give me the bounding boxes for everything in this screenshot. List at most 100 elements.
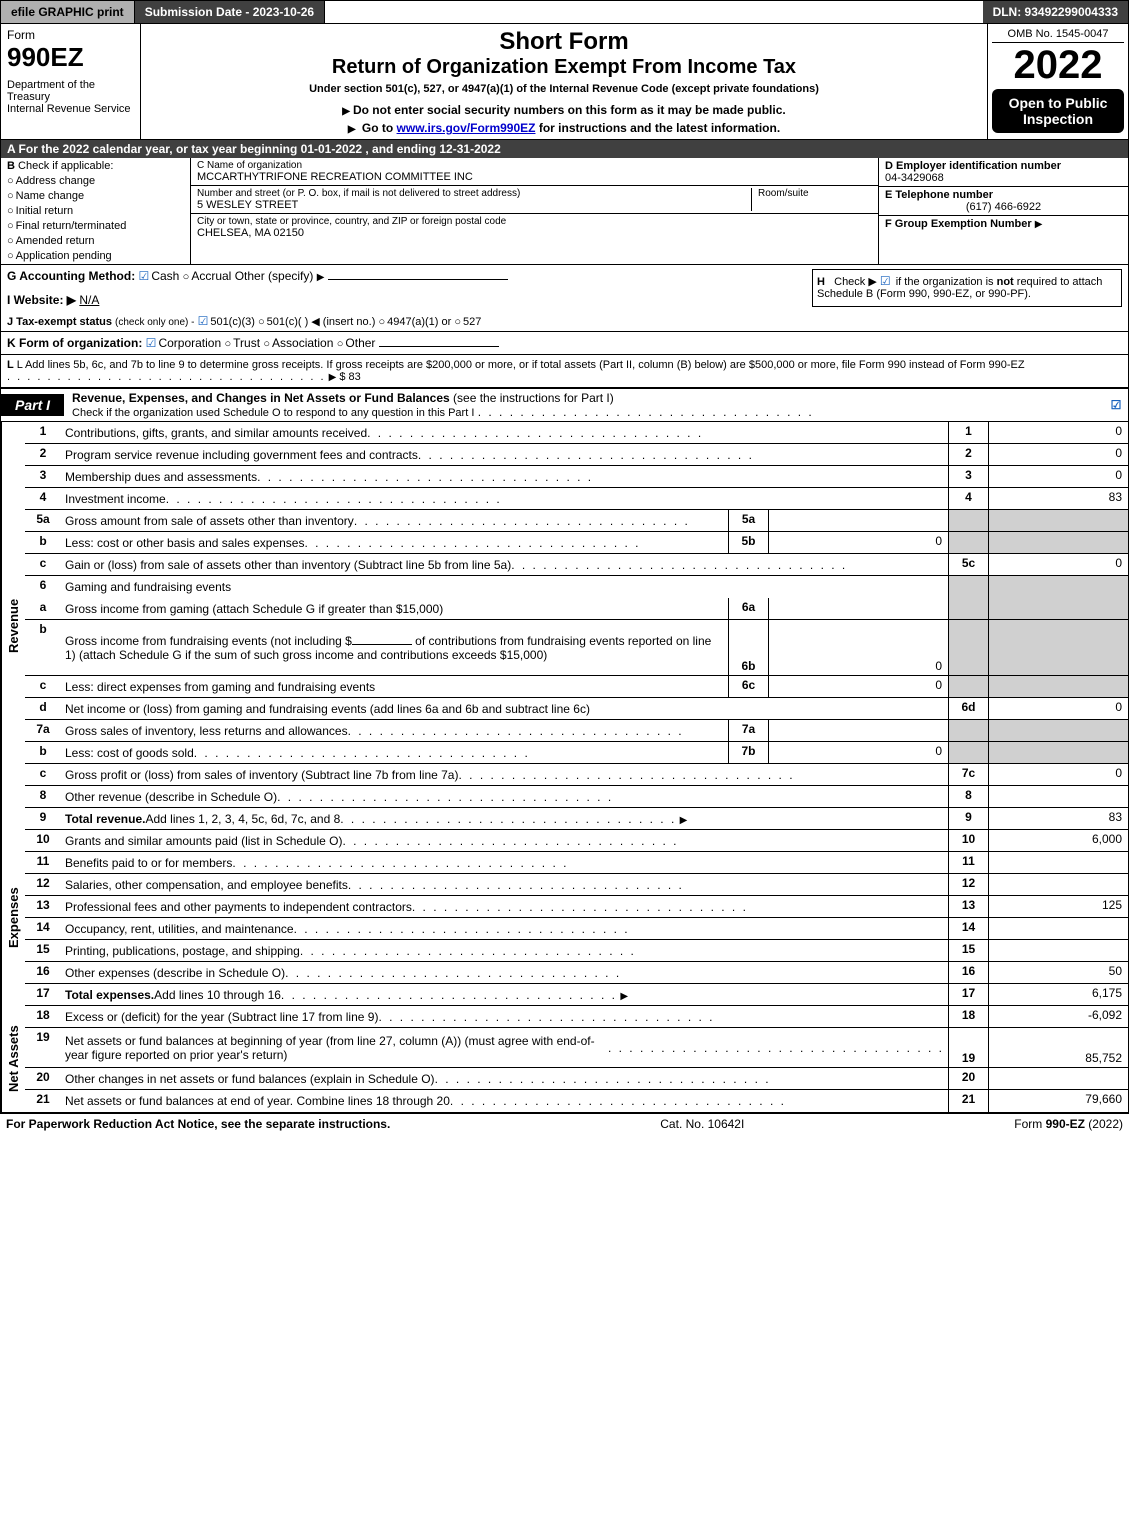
telephone-value: (617) 466-6922 <box>885 201 1122 213</box>
501c3-checkbox[interactable]: 501(c)(3) <box>198 316 255 328</box>
line-num: 13 <box>25 896 61 917</box>
line-desc: Less: direct expenses from gaming and fu… <box>65 680 375 694</box>
line-desc: Occupancy, rent, utilities, and maintena… <box>65 922 294 936</box>
address-change-checkbox[interactable]: Address change <box>7 175 184 187</box>
line-ref: 9 <box>948 808 988 829</box>
ein-value: 04-3429068 <box>885 172 1122 184</box>
line-value: 83 <box>988 488 1128 509</box>
part-i-check-line: Check if the organization used Schedule … <box>72 407 474 419</box>
line-desc: Other revenue (describe in Schedule O) <box>65 790 277 804</box>
other-specify-input[interactable] <box>328 279 508 280</box>
goto-post: for instructions and the latest informat… <box>535 121 780 135</box>
line-num: 2 <box>25 444 61 465</box>
part-i-schedule-o-checkbox[interactable] <box>1106 398 1128 412</box>
accrual-checkbox[interactable]: Accrual <box>183 269 232 283</box>
department-label: Department of the Treasury Internal Reve… <box>7 79 134 115</box>
line-4: 4 Investment income 4 83 <box>25 488 1128 510</box>
line-value <box>988 874 1128 895</box>
h-box: H Check ▶ if the organization is not req… <box>812 269 1122 307</box>
h-checkbox[interactable] <box>880 276 893 288</box>
line-20: 20 Other changes in net assets or fund b… <box>25 1068 1128 1090</box>
4947-checkbox[interactable]: 4947(a)(1) or <box>378 316 451 328</box>
submission-date-button[interactable]: Submission Date - 2023-10-26 <box>135 1 325 23</box>
line-ref: 18 <box>948 1006 988 1027</box>
line-ref: 8 <box>948 786 988 807</box>
city-value: CHELSEA, MA 02150 <box>197 227 872 239</box>
form-ref-post: (2022) <box>1085 1117 1123 1131</box>
group-exemption-row: F Group Exemption Number <box>879 216 1128 232</box>
line-18: 18 Excess or (deficit) for the year (Sub… <box>25 1006 1128 1028</box>
amended-return-checkbox[interactable]: Amended return <box>7 235 184 247</box>
shaded-cell <box>948 676 988 697</box>
dln-label: DLN: 93492299004333 <box>983 1 1128 23</box>
b-label: B <box>7 160 15 172</box>
line-desc: Gross income from gaming (attach Schedul… <box>65 602 443 616</box>
shaded-cell <box>988 576 1128 598</box>
cash-checkbox[interactable]: Cash <box>139 269 180 283</box>
other-specify: Other (specify) <box>235 269 314 283</box>
arrow-icon <box>317 269 325 283</box>
line-value: 0 <box>988 444 1128 465</box>
corporation-checkbox[interactable]: Corporation <box>146 336 221 350</box>
line-num: 7a <box>25 720 61 741</box>
line-desc: Less: cost of goods sold <box>65 746 194 760</box>
501c-checkbox[interactable]: 501(c)( ) ◀ (insert no.) <box>258 316 375 328</box>
line-5a: 5a Gross amount from sale of assets othe… <box>25 510 1128 532</box>
line-7a: 7a Gross sales of inventory, less return… <box>25 720 1128 742</box>
shaded-cell <box>988 510 1128 531</box>
line-ref: 3 <box>948 466 988 487</box>
line-num: 18 <box>25 1006 61 1027</box>
line-desc: Add lines 10 through 16 <box>154 988 281 1002</box>
name-change-checkbox[interactable]: Name change <box>7 190 184 202</box>
footer: For Paperwork Reduction Act Notice, see … <box>0 1113 1129 1134</box>
line-7c: c Gross profit or (loss) from sales of i… <box>25 764 1128 786</box>
revenue-section: Revenue 1 Contributions, gifts, grants, … <box>0 422 1129 830</box>
line-num: 15 <box>25 940 61 961</box>
row-g-h: G Accounting Method: Cash Accrual Other … <box>1 265 1128 311</box>
line-desc: Professional fees and other payments to … <box>65 900 412 914</box>
line-desc: Other changes in net assets or fund bala… <box>65 1072 435 1086</box>
6b-amount-input[interactable] <box>352 644 412 645</box>
part-i-title: Revenue, Expenses, and Changes in Net As… <box>64 389 1106 421</box>
line-desc: Gaming and fundraising events <box>65 580 231 594</box>
line-num: c <box>25 764 61 785</box>
line-value <box>988 940 1128 961</box>
part-i-title-rest: (see the instructions for Part I) <box>450 391 614 405</box>
line-desc-bold: Total revenue. <box>65 812 145 826</box>
line-desc: Printing, publications, postage, and shi… <box>65 944 300 958</box>
section-b-through-f: B Check if applicable: Address change Na… <box>0 158 1129 265</box>
line-10: 10 Grants and similar amounts paid (list… <box>25 830 1128 852</box>
line-11: 11 Benefits paid to or for members 11 <box>25 852 1128 874</box>
line-num: 16 <box>25 962 61 983</box>
initial-return-checkbox[interactable]: Initial return <box>7 205 184 217</box>
line-num: b <box>25 742 61 763</box>
efile-print-button[interactable]: efile GRAPHIC print <box>1 1 135 23</box>
527-checkbox[interactable]: 527 <box>454 316 481 328</box>
line-ref: 13 <box>948 896 988 917</box>
expenses-section: Expenses 10 Grants and similar amounts p… <box>0 830 1129 1006</box>
irs-link[interactable]: www.irs.gov/Form990EZ <box>397 121 536 135</box>
line-num: b <box>25 620 61 675</box>
line-value: 79,660 <box>988 1090 1128 1112</box>
shaded-cell <box>988 742 1128 763</box>
application-pending-checkbox[interactable]: Application pending <box>7 250 184 262</box>
line-num: 21 <box>25 1090 61 1112</box>
other-checkbox[interactable]: Other <box>337 336 376 350</box>
line-desc: Net assets or fund balances at end of ye… <box>65 1094 450 1108</box>
association-checkbox[interactable]: Association <box>263 336 333 350</box>
top-spacer <box>325 1 982 23</box>
line-ref: 21 <box>948 1090 988 1112</box>
ein-label: D Employer identification number <box>885 160 1122 172</box>
sub-ref: 7b <box>728 742 768 763</box>
line-13: 13 Professional fees and other payments … <box>25 896 1128 918</box>
line-num: 1 <box>25 422 61 443</box>
shaded-cell <box>948 598 988 619</box>
sub-value <box>768 720 948 741</box>
part-i-title-bold: Revenue, Expenses, and Changes in Net As… <box>72 391 450 405</box>
trust-checkbox[interactable]: Trust <box>224 336 260 350</box>
final-return-checkbox[interactable]: Final return/terminated <box>7 220 184 232</box>
shaded-cell <box>948 742 988 763</box>
other-org-input[interactable] <box>379 346 499 347</box>
line-value <box>988 1068 1128 1089</box>
room-label: Room/suite <box>758 188 872 199</box>
